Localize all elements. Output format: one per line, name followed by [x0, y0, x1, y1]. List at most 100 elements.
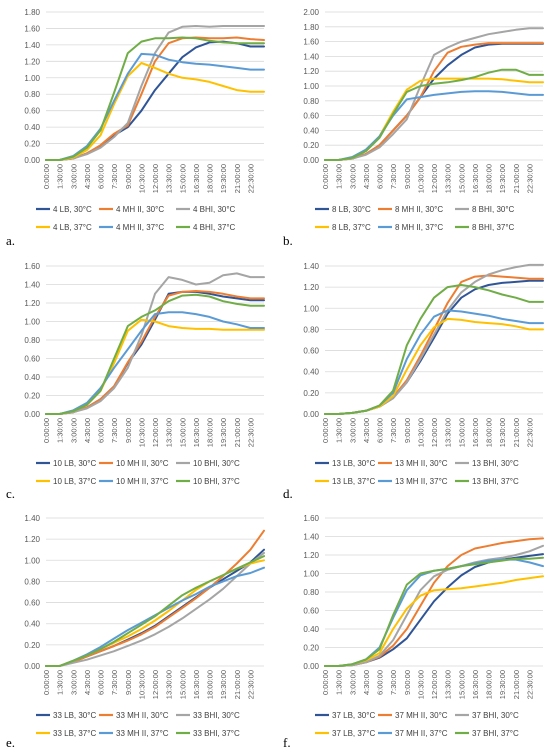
x-tick-label: 22:30:00 — [246, 418, 255, 447]
x-tick-label: 6:00:00 — [376, 670, 385, 695]
x-tick-label: 22:30:00 — [525, 670, 534, 699]
legend-label: 4 LB, 30°C — [53, 205, 92, 214]
x-axis: 0:00:00 1:30:00 3:00:00 4:30:00 6:00:00 7:30:… — [42, 164, 255, 193]
series-line — [45, 529, 265, 667]
x-tick-label: 21:00:00 — [512, 418, 521, 447]
y-tick-label: 1.80 — [24, 8, 40, 17]
x-tick-label: 13:30:00 — [444, 670, 453, 699]
x-tick-label: 0:00:00 — [321, 164, 330, 189]
legend-label: 10 LB, 37°C — [53, 477, 96, 486]
x-tick-label: 1:30:00 — [335, 670, 344, 695]
x-tick-label: 18:00:00 — [206, 670, 215, 699]
legend-label: 10 MH II, 37°C — [116, 477, 169, 486]
x-tick-label: 4:30:00 — [362, 418, 371, 443]
series-line — [324, 284, 544, 415]
x-tick-label: 15:00:00 — [178, 670, 187, 699]
legend-label: 4 BHI, 30°C — [193, 205, 236, 214]
series-line — [45, 40, 265, 161]
legend-label: 37 BHI, 37°C — [472, 729, 519, 738]
y-tick-label: 1.80 — [303, 23, 319, 32]
x-tick-label: 19:30:00 — [219, 164, 228, 193]
chart-panel-f: 0.00 0.20 0.40 0.60 0.80 1.00 1.20 1.40 1.60 0:00… — [279, 506, 550, 753]
y-tick-label: 0.80 — [303, 97, 319, 106]
y-tick-label: 0.60 — [303, 607, 319, 616]
series-line — [45, 36, 265, 161]
y-tick-label: 0.20 — [303, 141, 319, 150]
legend-label: 4 BHI, 37°C — [193, 223, 236, 232]
x-tick-label: 9:00:00 — [403, 418, 412, 443]
y-tick-label: 1.00 — [303, 304, 319, 313]
legend-label: 37 MH II, 37°C — [395, 729, 448, 738]
y-tick-label: 0.40 — [303, 126, 319, 135]
x-tick-label: 10:30:00 — [416, 670, 425, 699]
series-line — [45, 36, 265, 161]
x-tick-label: 16:30:00 — [192, 418, 201, 447]
x-tick-label: 13:30:00 — [165, 670, 174, 699]
legend-label: 33 BHI, 37°C — [193, 729, 240, 738]
y-tick-label: 0.40 — [24, 123, 40, 132]
y-axis: 0.00 0.20 0.40 0.60 0.80 1.00 1.20 1.40 1.60 1.80 — [24, 8, 264, 165]
chart-panel-c: 0.00 0.20 0.40 0.60 0.80 1.00 1.20 1.40 1.60 0:00… — [0, 254, 271, 504]
x-tick-label: 7:30:00 — [389, 670, 398, 695]
x-tick-label: 6:00:00 — [97, 670, 106, 695]
y-tick-label: 0.80 — [24, 90, 40, 99]
x-tick-label: 18:00:00 — [485, 164, 494, 193]
legend: 37 LB, 30°C 37 MH II, 30°C 37 BHI, 30°C 37 … — [315, 711, 519, 738]
x-tick-label: 3:00:00 — [348, 670, 357, 695]
y-axis: 0.00 0.20 0.40 0.60 0.80 1.00 1.20 1.40 1.60 — [303, 514, 543, 671]
series-line — [324, 42, 544, 161]
series-group — [324, 537, 544, 667]
y-tick-label: 1.40 — [24, 514, 40, 523]
series-line — [45, 555, 265, 667]
y-tick-label: 1.40 — [303, 533, 319, 542]
chart-svg: 0.00 0.20 0.40 0.60 0.80 1.00 1.20 1.40 0:00:00 1… — [24, 514, 265, 738]
chart-svg: 0.00 0.20 0.40 0.60 0.80 1.00 1.20 1.40 0:00:00 1… — [303, 262, 544, 486]
x-tick-label: 0:00:00 — [42, 418, 51, 443]
x-tick-label: 19:30:00 — [498, 418, 507, 447]
legend-label: 37 BHI, 30°C — [472, 711, 519, 720]
chart-panel-a: 0.00 0.20 0.40 0.60 0.80 1.00 1.20 1.40 1.60 1.80… — [0, 0, 271, 250]
x-tick-label: 13:30:00 — [165, 418, 174, 447]
series-line — [45, 311, 265, 415]
x-axis: 0:00:00 1:30:00 3:00:00 4:30:00 6:00:00 7:30:… — [42, 418, 255, 447]
x-tick-label: 1:30:00 — [335, 418, 344, 443]
y-tick-label: 0.40 — [24, 620, 40, 629]
series-line — [45, 62, 265, 161]
y-tick-label: 2.00 — [303, 8, 319, 17]
legend-label: 37 LB, 37°C — [332, 729, 375, 738]
y-tick-label: 0.80 — [303, 588, 319, 597]
x-tick-label: 19:30:00 — [219, 670, 228, 699]
legend-label: 10 LB, 30°C — [53, 459, 96, 468]
series-line — [324, 77, 544, 161]
x-tick-label: 3:00:00 — [348, 418, 357, 443]
x-tick-label: 16:30:00 — [192, 670, 201, 699]
x-tick-label: 10:30:00 — [137, 670, 146, 699]
y-tick-label: 0.20 — [303, 644, 319, 653]
legend-label: 4 LB, 37°C — [53, 223, 92, 232]
x-tick-label: 19:30:00 — [498, 670, 507, 699]
legend-label: 4 MH II, 30°C — [116, 205, 164, 214]
y-tick-label: 1.40 — [303, 262, 319, 271]
x-tick-label: 10:30:00 — [416, 418, 425, 447]
series-line — [324, 90, 544, 161]
y-tick-label: 1.20 — [24, 299, 40, 308]
x-tick-label: 9:00:00 — [124, 670, 133, 695]
x-tick-label: 6:00:00 — [376, 164, 385, 189]
x-axis: 0:00:00 1:30:00 3:00:00 4:30:00 6:00:00 7:30:… — [42, 670, 255, 699]
x-tick-label: 0:00:00 — [321, 670, 330, 695]
y-tick-label: 0.00 — [303, 662, 319, 671]
y-tick-label: 1.20 — [303, 551, 319, 560]
series-group — [45, 25, 265, 161]
x-tick-label: 19:30:00 — [498, 164, 507, 193]
x-tick-label: 13:30:00 — [444, 164, 453, 193]
x-tick-label: 4:30:00 — [83, 164, 92, 189]
legend-label: 8 MH II, 30°C — [395, 205, 443, 214]
series-line — [324, 575, 544, 667]
legend-label: 8 MH II, 37°C — [395, 223, 443, 232]
y-tick-label: 1.20 — [303, 67, 319, 76]
series-line — [45, 548, 265, 667]
legend-label: 33 LB, 30°C — [53, 711, 96, 720]
panel-tag: d. — [283, 486, 293, 501]
x-tick-label: 7:30:00 — [110, 670, 119, 695]
x-tick-label: 12:00:00 — [430, 418, 439, 447]
